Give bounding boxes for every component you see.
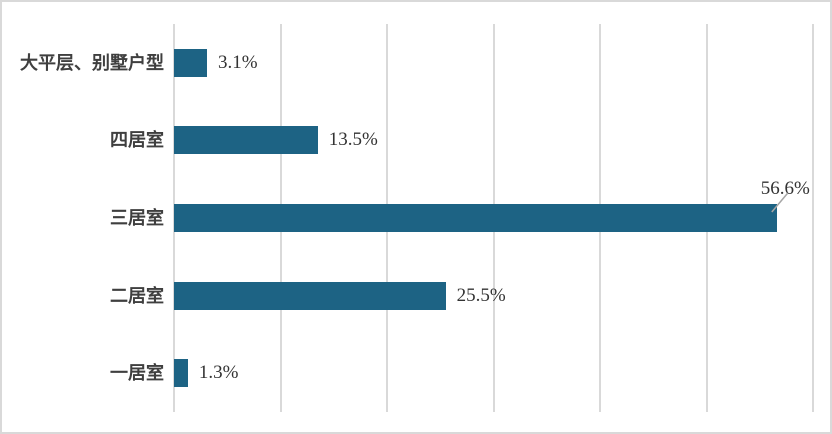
category-label: 三居室: [110, 208, 164, 228]
bar: [174, 359, 188, 388]
value-label: 56.6%: [760, 178, 810, 199]
category-label: 二居室: [110, 285, 164, 306]
bar: [174, 281, 446, 310]
category-label: 一居室: [110, 363, 164, 384]
value-label: 1.3%: [198, 362, 239, 384]
value-label: 13.5%: [328, 129, 378, 151]
gridline: [812, 24, 814, 412]
category-label: 四居室: [110, 130, 164, 151]
value-label: 3.1%: [218, 51, 258, 73]
value-label: 25.5%: [456, 284, 506, 306]
bar: [174, 204, 777, 232]
category-label: 大平层、别墅户型: [20, 52, 164, 73]
bar: [174, 48, 207, 77]
bar: [174, 126, 318, 155]
